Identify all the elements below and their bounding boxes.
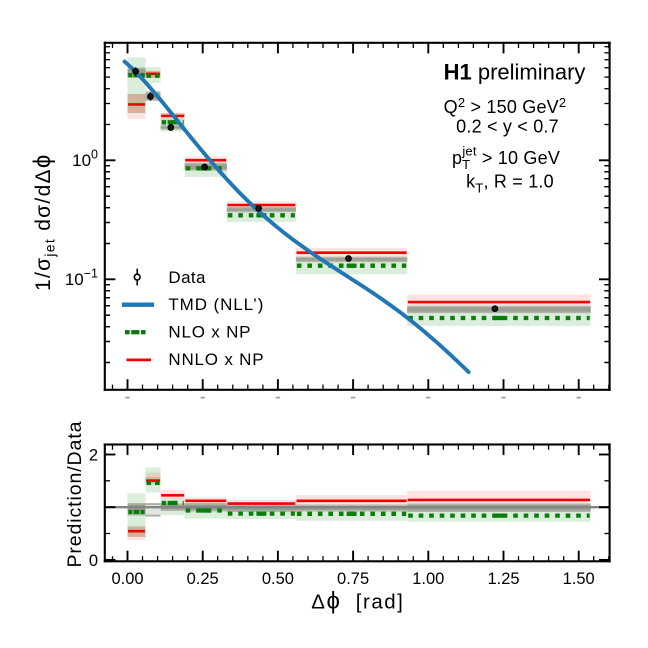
svg-text:1.25: 1.25 — [487, 570, 519, 588]
svg-text:0.2 < y < 0.7: 0.2 < y < 0.7 — [456, 116, 559, 136]
svg-text:Δϕ [rad]: Δϕ [rad] — [311, 588, 404, 615]
svg-text:pTjet > 10 GeV: pTjet > 10 GeV — [452, 143, 560, 172]
svg-text:NLO x NP: NLO x NP — [168, 323, 251, 342]
svg-text:1/σjet dσ/dΔϕ: 1/σjet dσ/dΔϕ — [29, 153, 58, 291]
svg-text:Data: Data — [168, 268, 206, 287]
svg-text:0: 0 — [89, 552, 98, 570]
svg-text:Q2 > 150 GeV2: Q2 > 150 GeV2 — [444, 95, 567, 117]
svg-text:kT, R = 1.0: kT, R = 1.0 — [466, 171, 554, 195]
svg-text:0.50: 0.50 — [262, 570, 294, 588]
svg-text:0.25: 0.25 — [187, 570, 219, 588]
svg-text:TMD (NLL’): TMD (NLL’) — [168, 295, 264, 314]
svg-text:Prediction/Data: Prediction/Data — [64, 421, 86, 568]
svg-text:0.75: 0.75 — [337, 570, 369, 588]
svg-text:1.50: 1.50 — [563, 570, 595, 588]
svg-text:0.00: 0.00 — [111, 570, 143, 588]
svg-text:NNLO x NP: NNLO x NP — [168, 350, 264, 369]
svg-text:H1 preliminary: H1 preliminary — [444, 59, 586, 84]
svg-text:2: 2 — [89, 446, 98, 464]
svg-text:1.00: 1.00 — [412, 570, 444, 588]
